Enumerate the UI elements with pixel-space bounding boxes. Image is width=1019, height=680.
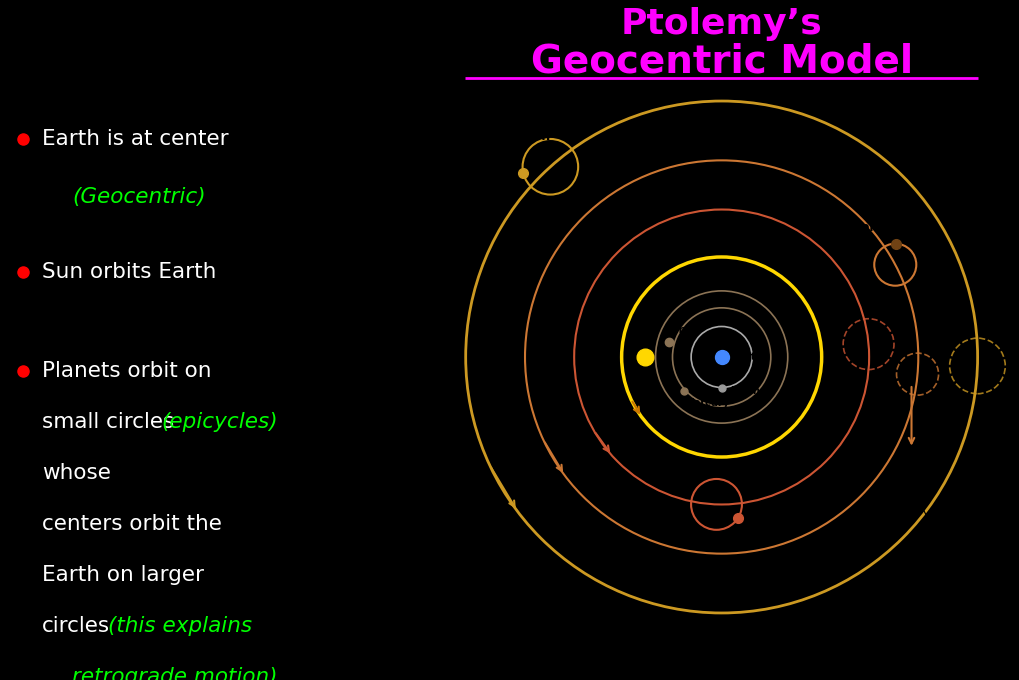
Text: Saturn: Saturn bbox=[502, 130, 549, 143]
Text: (epicycles): (epicycles) bbox=[161, 411, 277, 432]
Text: Earth on larger: Earth on larger bbox=[43, 564, 204, 585]
Text: (Geocentric): (Geocentric) bbox=[72, 187, 206, 207]
Text: Mars: Mars bbox=[696, 535, 730, 548]
Text: retrograde motion): retrograde motion) bbox=[72, 666, 277, 680]
Text: whose: whose bbox=[43, 462, 111, 483]
Text: (this explains: (this explains bbox=[108, 615, 252, 636]
Text: Sun orbits Earth: Sun orbits Earth bbox=[43, 262, 216, 282]
Text: small circles: small circles bbox=[43, 411, 174, 432]
Text: Sun: Sun bbox=[631, 335, 655, 345]
Text: circles: circles bbox=[43, 615, 110, 636]
Text: Jupiter: Jupiter bbox=[847, 221, 894, 234]
Text: Earth is at center: Earth is at center bbox=[43, 129, 228, 150]
Text: Ptolemy’s: Ptolemy’s bbox=[621, 7, 821, 41]
Text: Moon: Moon bbox=[730, 386, 759, 396]
Text: Planets orbit on: Planets orbit on bbox=[43, 360, 212, 381]
Text: Venus: Venus bbox=[665, 325, 698, 335]
Text: Copyright © Addison Wesley: Copyright © Addison Wesley bbox=[430, 637, 570, 647]
Text: Mercury: Mercury bbox=[684, 398, 729, 408]
Text: Geocentric Model: Geocentric Model bbox=[530, 42, 912, 80]
Text: centers orbit the: centers orbit the bbox=[43, 513, 222, 534]
Text: Movement o
circles upo
circles expl
retrograde m: Movement o circles upo circles expl retr… bbox=[924, 520, 993, 572]
Text: Earth: Earth bbox=[730, 352, 763, 362]
